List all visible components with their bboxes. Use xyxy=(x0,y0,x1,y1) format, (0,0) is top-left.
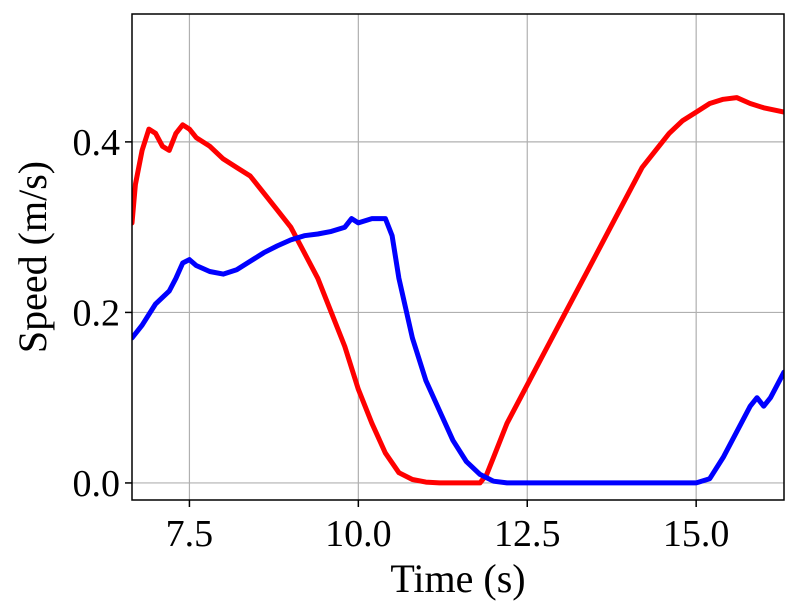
y-tick-label: 0.4 xyxy=(73,122,121,164)
x-tick-label: 15.0 xyxy=(663,513,730,555)
x-tick-label: 10.0 xyxy=(325,513,392,555)
x-tick-label: 12.5 xyxy=(494,513,561,555)
y-axis-label: Speed (m/s) xyxy=(10,161,55,353)
grid-lines xyxy=(132,14,784,500)
series-line-red xyxy=(132,95,784,486)
x-axis-label: Time (s) xyxy=(390,556,525,601)
series-layer xyxy=(132,95,784,486)
series-line-blue xyxy=(132,216,784,486)
plot-frame xyxy=(131,13,785,501)
y-tick-label: 0.0 xyxy=(73,463,121,505)
y-tick-label: 0.2 xyxy=(73,292,121,334)
x-tick-label: 7.5 xyxy=(166,513,214,555)
axis-ticks: 7.5 10.0 12.5 15.0 0.0 0.2 0.4 xyxy=(73,122,730,555)
